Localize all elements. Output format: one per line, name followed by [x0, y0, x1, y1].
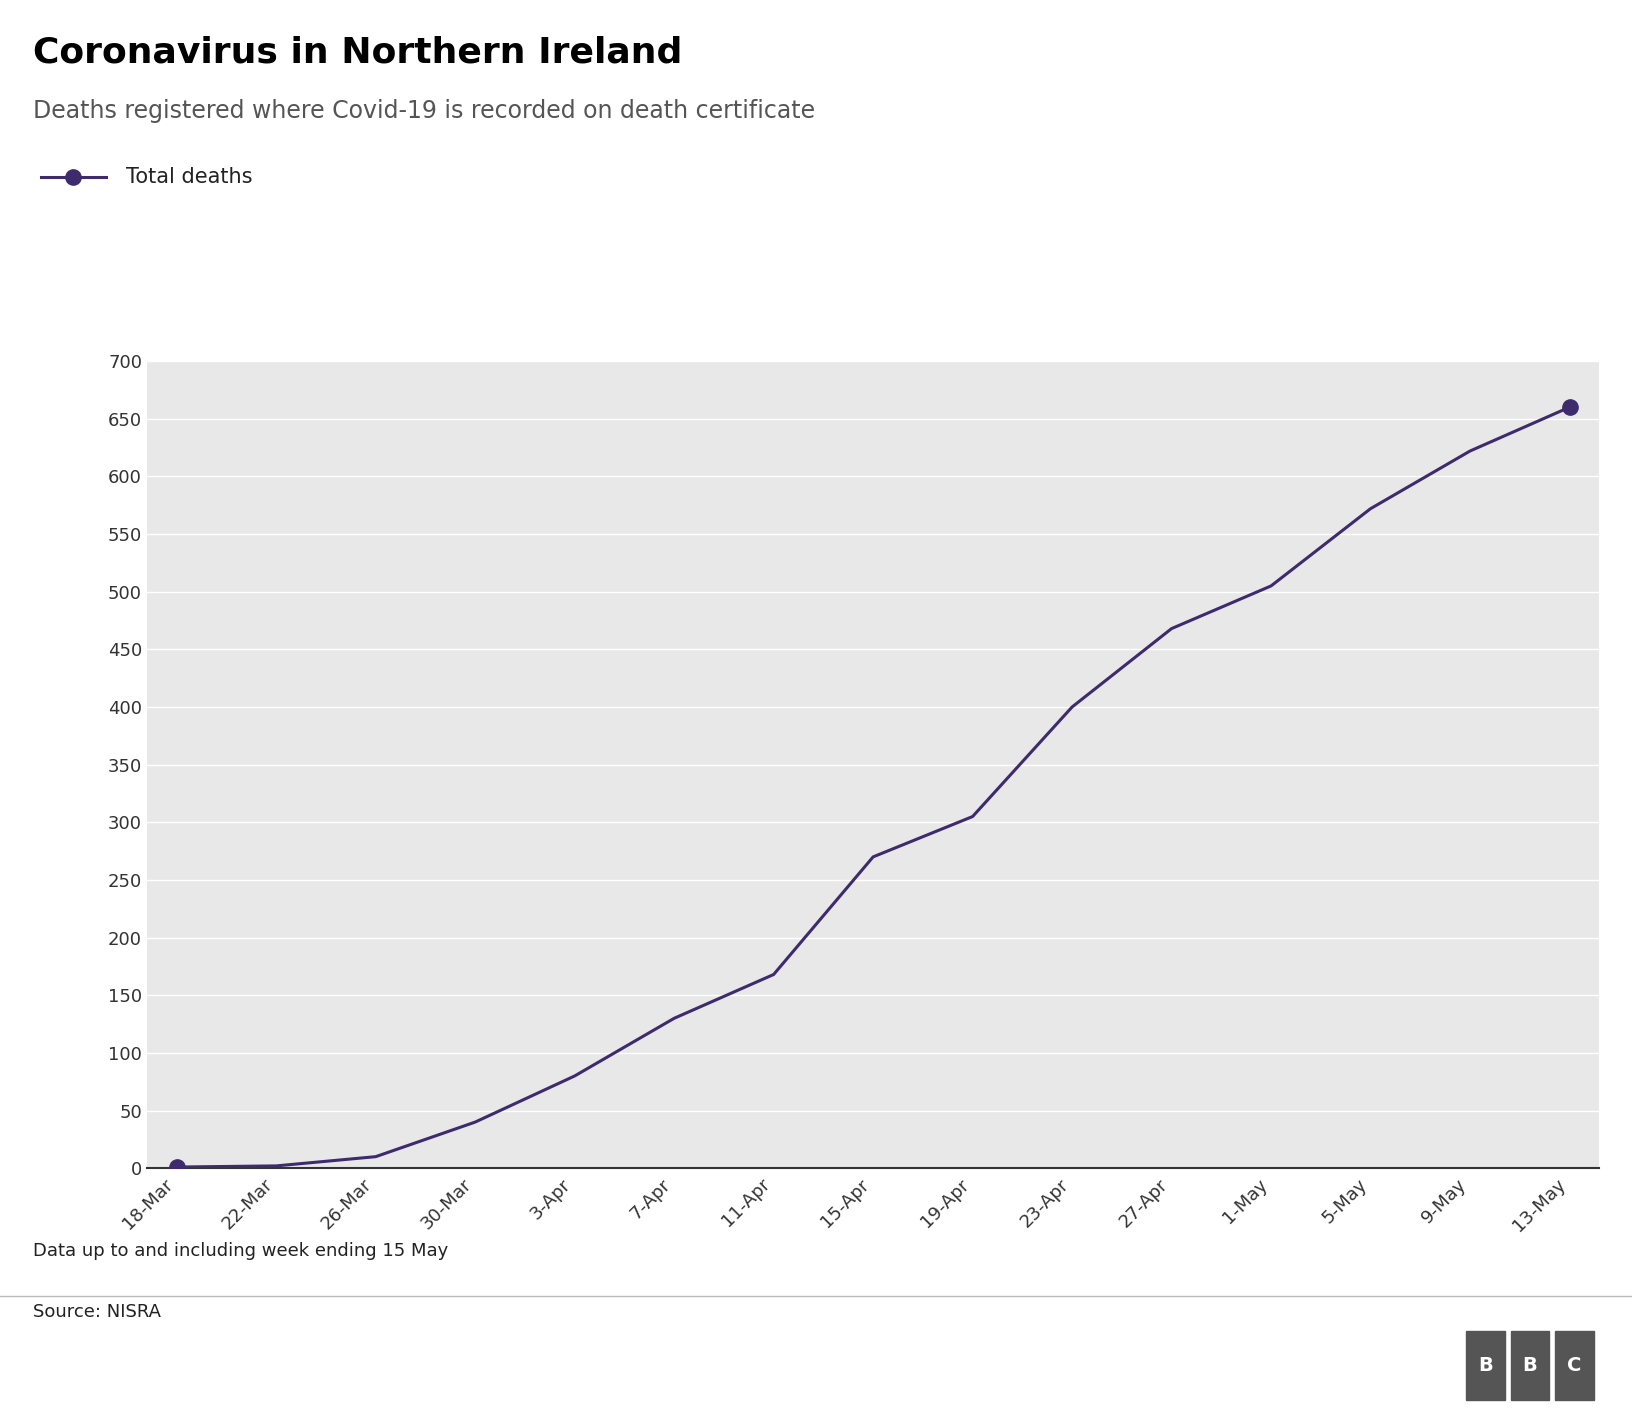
Text: Data up to and including week ending 15 May: Data up to and including week ending 15 … [33, 1242, 447, 1260]
Text: B: B [1479, 1357, 1493, 1375]
Bar [1466, 1331, 1505, 1400]
Text: Coronavirus in Northern Ireland: Coronavirus in Northern Ireland [33, 35, 682, 69]
Text: Deaths registered where Covid-19 is recorded on death certificate: Deaths registered where Covid-19 is reco… [33, 99, 814, 123]
Bar [1555, 1331, 1594, 1400]
Text: B: B [1523, 1357, 1537, 1375]
Text: C: C [1567, 1357, 1581, 1375]
Bar [1511, 1331, 1549, 1400]
Text: Total deaths: Total deaths [126, 167, 253, 187]
Text: Source: NISRA: Source: NISRA [33, 1303, 160, 1321]
